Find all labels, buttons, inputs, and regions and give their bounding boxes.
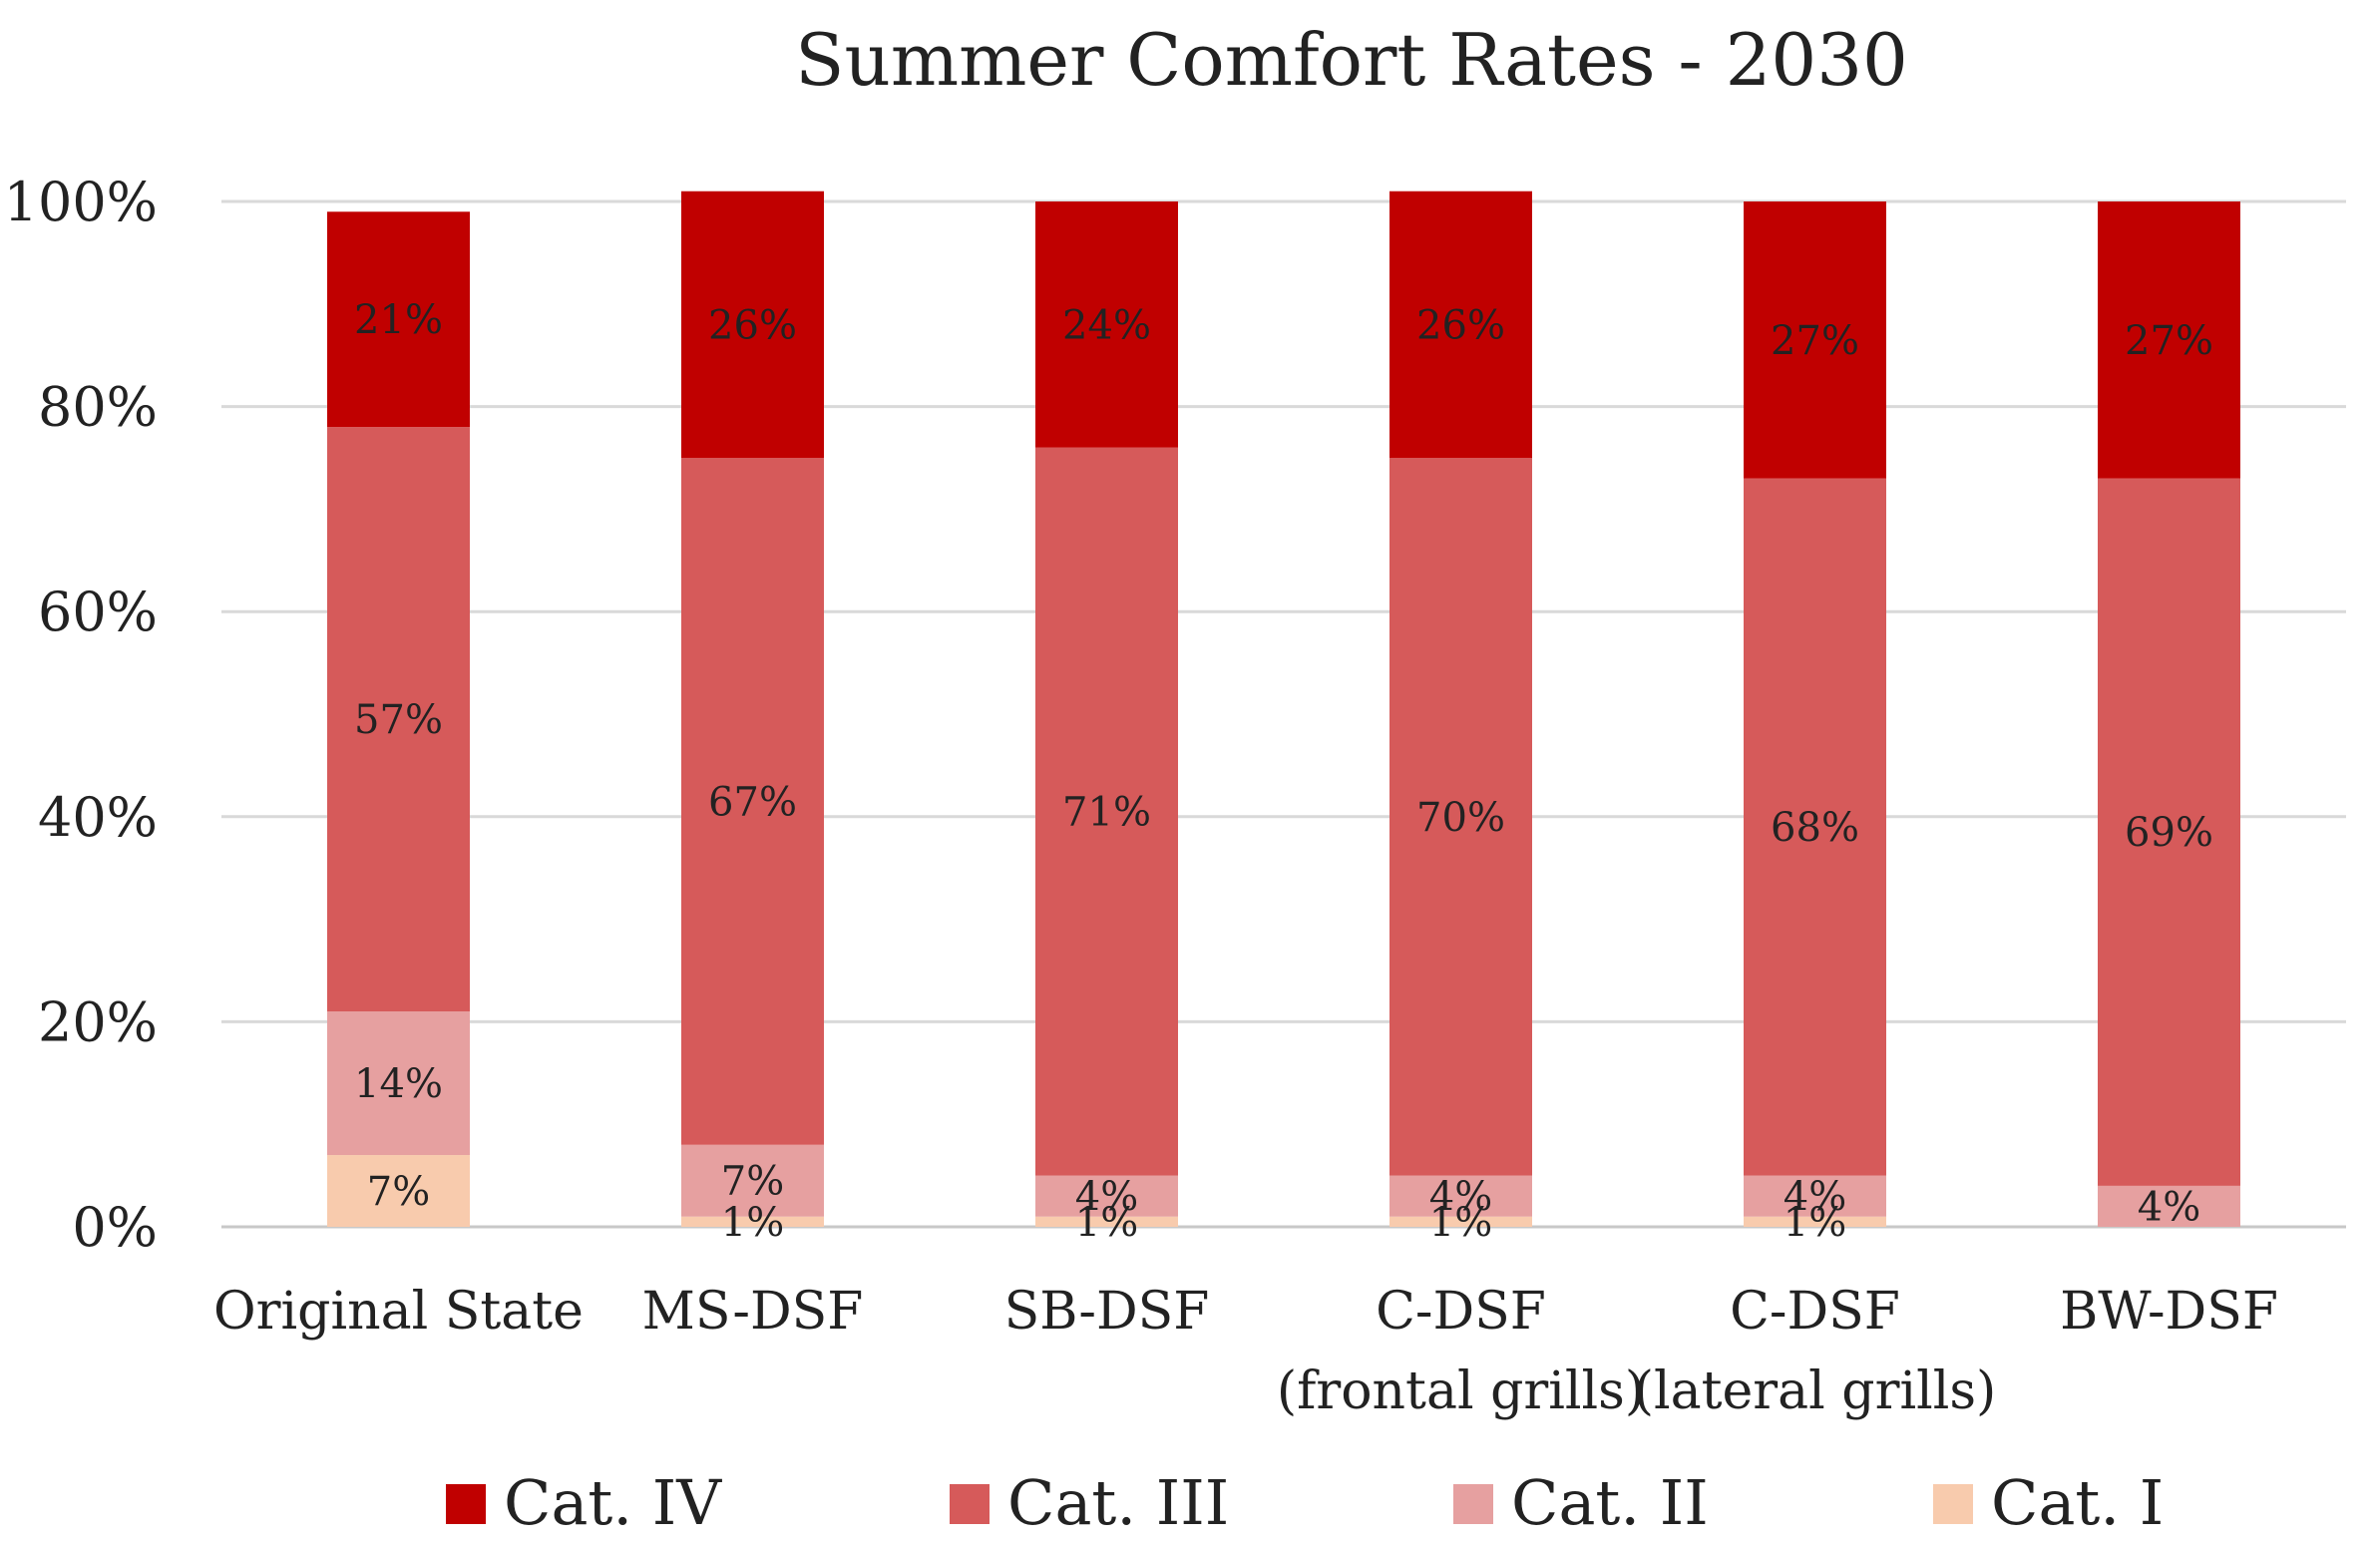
data-label: 71% [1062, 790, 1151, 836]
bar-segment [1744, 201, 1886, 479]
y-tick-label: 20% [38, 990, 158, 1053]
bar-segment [1389, 191, 1532, 458]
data-label: 69% [2125, 810, 2213, 856]
y-tick-label: 100% [4, 171, 158, 233]
data-label: 4% [2138, 1184, 2200, 1230]
legend-label: Cat. III [1007, 1466, 1229, 1539]
data-label: 14% [354, 1061, 443, 1107]
x-tick-label: (lateral grills) [1634, 1361, 1997, 1421]
bar-segment [1035, 1175, 1178, 1217]
bar-segment [1744, 478, 1886, 1176]
bar-segment [327, 1011, 470, 1156]
data-label: 70% [1416, 795, 1505, 841]
data-label: 4% [1075, 1174, 1138, 1220]
legend-label: Cat. IV [504, 1466, 722, 1539]
legend-swatch [950, 1484, 990, 1524]
data-label: 1% [1784, 1200, 1846, 1246]
bar-segment [681, 1216, 824, 1227]
bar-segment [327, 211, 470, 428]
bar-segment [2098, 478, 2240, 1186]
bar-segment [327, 427, 470, 1012]
bar-segment [327, 1155, 470, 1227]
legend: Cat. IV Cat. III Cat. II Cat. I [446, 1466, 2164, 1539]
legend-swatch [446, 1484, 486, 1524]
bar-segment [1035, 1216, 1178, 1227]
y-tick-label: 80% [38, 376, 158, 439]
bars: 7%14%57%21%1%7%67%26%1%4%71%24%1%4%70%26… [327, 191, 2240, 1246]
data-label: 57% [354, 697, 443, 743]
data-label: 7% [367, 1169, 430, 1215]
bar-segment [1744, 1216, 1886, 1227]
x-tick-label: C-DSF [1376, 1282, 1546, 1342]
x-axis: Original State MS-DSF SB-DSF C-DSF (frontal … [213, 1282, 2278, 1421]
data-label: 1% [721, 1200, 784, 1246]
bar-segment [681, 458, 824, 1145]
data-label: 26% [708, 302, 797, 348]
legend-label: Cat. II [1511, 1466, 1709, 1539]
bar-segment [2098, 201, 2240, 479]
x-tick-label: Original State [213, 1282, 584, 1342]
data-label: 21% [354, 297, 443, 343]
y-tick-label: 60% [38, 581, 158, 643]
data-label: 1% [1429, 1200, 1492, 1246]
data-label: 4% [1429, 1174, 1492, 1220]
chart-title: Summer Comfort Rates - 2030 [795, 18, 1908, 102]
data-label: 67% [708, 779, 797, 825]
y-axis: 0% 20% 40% 60% 80% 100% [4, 171, 158, 1259]
data-label: 68% [1771, 805, 1859, 851]
bar-segment [1035, 201, 1178, 448]
bar-segment [1744, 1175, 1886, 1217]
data-label: 27% [2125, 318, 2213, 364]
data-label: 24% [1062, 302, 1151, 348]
legend-label: Cat. I [1991, 1466, 2164, 1539]
x-tick-label: BW-DSF [2060, 1282, 2278, 1342]
bar-segment [1389, 1175, 1532, 1217]
data-label: 26% [1416, 302, 1505, 348]
bar-segment [1389, 1216, 1532, 1227]
legend-swatch [1453, 1484, 1493, 1524]
y-tick-label: 0% [72, 1196, 158, 1259]
x-tick-label: C-DSF [1730, 1282, 1900, 1342]
data-label: 7% [721, 1159, 784, 1205]
legend-swatch [1933, 1484, 1973, 1524]
data-label: 27% [1771, 318, 1859, 364]
x-tick-label: MS-DSF [642, 1282, 864, 1342]
bar-segment [2098, 1185, 2240, 1227]
bar-segment [681, 191, 824, 458]
x-tick-label: (frontal grills) [1277, 1361, 1645, 1421]
data-label: 1% [1075, 1200, 1138, 1246]
bar-segment [1035, 447, 1178, 1176]
data-label: 4% [1784, 1174, 1846, 1220]
x-tick-label: SB-DSF [1004, 1282, 1210, 1342]
bar-segment [681, 1144, 824, 1217]
y-tick-label: 40% [38, 786, 158, 849]
gridlines [221, 199, 2346, 1229]
bar-segment [1389, 458, 1532, 1176]
